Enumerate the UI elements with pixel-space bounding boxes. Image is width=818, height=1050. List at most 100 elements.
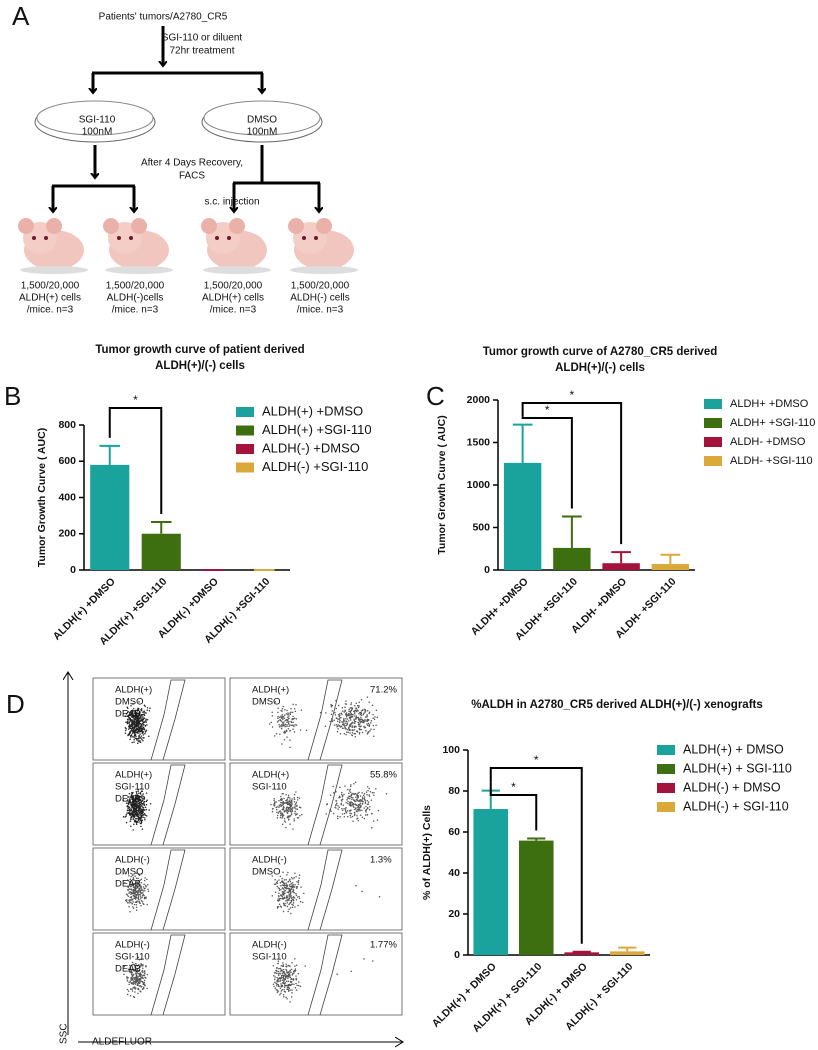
cell-dot	[138, 802, 141, 805]
cell-dot	[149, 707, 151, 709]
cell-dot	[286, 736, 288, 738]
cell-dot	[129, 980, 132, 983]
cell-dot	[354, 705, 356, 707]
cell-dot	[132, 907, 135, 910]
cell-dot	[278, 899, 281, 901]
cell-dot	[304, 965, 306, 967]
cell-dot	[276, 721, 279, 723]
cell-dot	[350, 709, 353, 712]
cell-dot	[124, 726, 127, 729]
cell-dot	[126, 711, 129, 714]
cell-dot	[295, 808, 297, 810]
cell-dot	[144, 705, 146, 708]
cell-dot	[129, 878, 132, 881]
cell-dot	[334, 714, 337, 716]
cell-dot	[339, 786, 341, 788]
x-axis-label: ALDEFLUOR	[92, 1037, 152, 1048]
dish: DMSO 100nM	[201, 100, 323, 143]
bar	[141, 533, 181, 570]
cell-dot	[354, 720, 356, 723]
cell-dot	[138, 736, 140, 738]
cell-dot	[354, 736, 357, 738]
cell-dot	[128, 892, 130, 894]
cell-dot	[355, 798, 358, 801]
cell-dot	[132, 874, 134, 877]
cell-dot	[135, 872, 138, 874]
mouse-caption: /mice. n=3	[210, 305, 257, 316]
cell-dot	[133, 814, 135, 816]
cell-dot	[138, 792, 140, 795]
cell-dot	[366, 803, 369, 806]
cell-dot	[279, 968, 282, 970]
cell-dot	[357, 803, 360, 806]
cell-dot	[145, 800, 148, 803]
cell-dot	[133, 736, 135, 738]
cell-dot	[143, 798, 146, 800]
cell-dot	[137, 978, 140, 980]
cell-dot	[286, 800, 288, 802]
cell-dot	[339, 733, 342, 735]
cell-dot	[289, 888, 292, 891]
cell-dot	[139, 896, 142, 898]
cell-dot	[139, 887, 141, 889]
cell-dot	[299, 814, 301, 817]
cell-dot	[368, 787, 370, 790]
cell-dot	[130, 794, 133, 796]
cell-dot	[135, 823, 138, 825]
cell-dot	[273, 798, 275, 800]
cell-dot	[370, 722, 372, 724]
cell-dot	[132, 877, 135, 879]
cell-dot	[143, 979, 146, 982]
cell-dot	[290, 876, 293, 879]
plot-frame	[229, 932, 403, 1016]
cell-dot	[128, 970, 131, 973]
cell-dot	[133, 719, 136, 721]
cell-dot	[288, 890, 290, 893]
cell-dot	[337, 808, 339, 810]
cell-dot	[123, 973, 125, 976]
bar	[609, 951, 645, 955]
cell-dot	[132, 809, 135, 812]
cell-dot	[144, 889, 146, 892]
y-tick-label: 200	[58, 528, 76, 540]
cell-dot	[359, 713, 362, 716]
cell-dot	[291, 890, 294, 893]
cell-dot	[292, 899, 295, 902]
cell-dot	[276, 989, 279, 991]
bar	[518, 840, 554, 955]
gate	[307, 679, 343, 761]
cell-dot	[366, 724, 369, 727]
cell-dot	[124, 816, 126, 818]
panel-label: A	[12, 1, 30, 31]
cell-dot	[299, 900, 302, 903]
cell-dot	[133, 710, 135, 712]
significance-label: *	[534, 753, 539, 767]
cell-dot	[143, 894, 145, 897]
cell-dot	[294, 710, 297, 713]
legend-label: ALDH(+) + DMSO	[683, 742, 784, 756]
cell-dot	[277, 972, 280, 975]
cell-dot	[127, 990, 130, 992]
cell-dot	[279, 881, 282, 884]
plot-label: DMSO	[252, 697, 281, 708]
cell-dot	[292, 715, 294, 718]
cell-dot	[275, 989, 277, 991]
cell-dot	[343, 717, 345, 720]
cell-dot	[284, 801, 286, 804]
cell-dot	[136, 801, 138, 803]
legend-label: ALDH+ +DMSO	[730, 398, 809, 410]
cell-dot	[274, 879, 276, 881]
mouse-shadow	[203, 266, 271, 274]
cell-dot	[287, 718, 290, 720]
cell-dot	[133, 712, 136, 714]
cell-dot	[275, 808, 278, 811]
cell-dot	[375, 709, 378, 712]
cell-dot	[361, 809, 363, 812]
cell-dot	[128, 882, 131, 884]
cell-dot	[297, 881, 300, 883]
y-tick-label: 400	[58, 491, 76, 503]
cell-dot	[138, 801, 141, 803]
cell-dot	[129, 809, 132, 812]
cell-dot	[291, 903, 293, 906]
cell-dot	[127, 714, 130, 716]
